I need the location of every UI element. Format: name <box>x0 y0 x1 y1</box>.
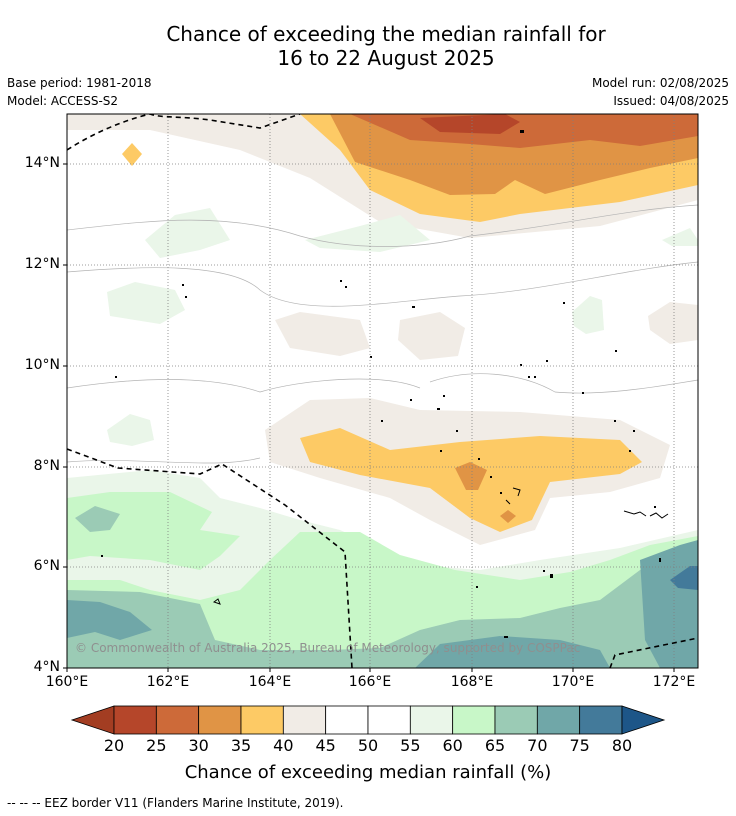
colorbar-bin <box>282 705 327 735</box>
colorbar-bin <box>536 705 581 735</box>
contour-20-25-north <box>420 114 520 134</box>
colorbar-tick-label: 30 <box>188 736 209 755</box>
lon-label-170e: 170°E <box>551 674 595 690</box>
model-run: Model run: 02/08/2025 <box>591 76 729 90</box>
colorbar-bin <box>494 705 538 735</box>
map-field <box>67 114 698 668</box>
colorbar-high-extend <box>621 705 666 735</box>
island-markers <box>101 130 661 638</box>
colorbar-tick-label: 75 <box>569 736 590 755</box>
graticule <box>67 114 698 668</box>
lat-label-14n: 14°N <box>24 155 60 171</box>
contour-35-40-spot <box>122 143 142 166</box>
colorbar-tick-label: 45 <box>315 736 336 755</box>
colorbar-low-extend <box>70 705 115 735</box>
lon-label-160e: 160°E <box>45 674 89 690</box>
contour-30-35-spot <box>500 510 516 523</box>
colorbar-tick-label: 35 <box>230 736 252 755</box>
base-period: Base period: 1981-2018 <box>7 76 152 90</box>
contour-30-35-mid <box>455 462 487 490</box>
left-metadata: Base period: 1981-2018 Model: ACCESS-S2 <box>7 74 152 110</box>
lon-label-172e: 172°E <box>652 674 696 690</box>
lon-label-166e: 166°E <box>348 674 392 690</box>
colorbar-tick-label: 40 <box>273 736 294 755</box>
contour-75-80 <box>670 566 698 590</box>
copyright-notice: © Commonwealth of Australia 2025, Bureau… <box>75 641 581 655</box>
title-line-1: Chance of exceeding the median rainfall … <box>166 22 606 46</box>
lon-label-168e: 168°E <box>450 674 494 690</box>
eez-border <box>67 114 698 668</box>
eez-footnote: -- -- -- EEZ border V11 (Flanders Marine… <box>7 796 344 810</box>
colorbar-bin <box>579 705 623 735</box>
lon-label-162e: 162°E <box>146 674 190 690</box>
right-metadata: Model run: 02/08/2025 Issued: 04/08/2025 <box>592 74 729 110</box>
lat-label-12n: 12°N <box>24 256 60 272</box>
contour-65-70-patch <box>75 506 120 532</box>
colorbar-bin <box>325 705 369 735</box>
title-line-2: 16 to 22 August 2025 <box>277 46 495 70</box>
colorbar-bin <box>409 705 454 735</box>
colorbar-bin <box>452 705 496 735</box>
map-frame <box>66 113 699 669</box>
lat-label-4n: 4°N <box>33 659 60 675</box>
colorbar-bin <box>367 705 411 735</box>
colorbar-bin <box>113 705 157 735</box>
colorbar-bin <box>240 705 284 735</box>
colorbar-tick-label: 65 <box>484 736 506 755</box>
colorbar-bin <box>155 705 200 735</box>
colorbar <box>70 705 666 735</box>
issued-date: Issued: 04/08/2025 <box>613 94 729 108</box>
lat-label-10n: 10°N <box>24 357 60 373</box>
lon-label-164e: 164°E <box>248 674 292 690</box>
colorbar-tick-label: 25 <box>146 736 167 755</box>
colorbar-bin <box>198 705 242 735</box>
colorbar-title: Chance of exceeding median rainfall (%) <box>184 762 552 783</box>
colorbar-tick-label: 70 <box>527 736 548 755</box>
lat-label-6n: 6°N <box>33 558 60 574</box>
colorbar-tick-label: 80 <box>611 736 633 755</box>
lat-label-8n: 8°N <box>33 458 60 474</box>
contour-70-75-south <box>415 636 610 668</box>
model-name: Model: ACCESS-S2 <box>7 94 119 108</box>
colorbar-tick-label: 50 <box>357 736 379 755</box>
colorbar-tick-label: 20 <box>103 736 125 755</box>
colorbar-tick-label: 60 <box>442 736 463 755</box>
colorbar-tick-label: 55 <box>400 736 421 755</box>
contour-70-75-west <box>67 600 152 640</box>
